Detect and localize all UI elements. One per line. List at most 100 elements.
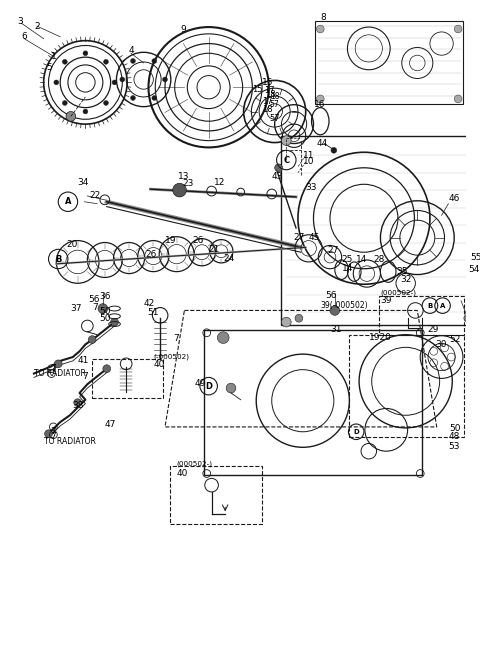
Text: 32: 32	[400, 275, 411, 284]
Circle shape	[173, 184, 186, 197]
Circle shape	[66, 111, 76, 121]
Text: 1: 1	[50, 51, 56, 61]
Circle shape	[226, 383, 236, 393]
Text: 3: 3	[17, 17, 23, 26]
Text: 7: 7	[92, 303, 98, 312]
Text: (000502-): (000502-)	[177, 460, 213, 467]
Text: 2: 2	[34, 21, 39, 31]
Text: 54: 54	[468, 265, 479, 274]
Text: 15: 15	[262, 78, 274, 87]
Text: C: C	[283, 156, 289, 165]
Text: 9: 9	[180, 25, 186, 33]
Text: B: B	[55, 255, 61, 264]
Text: 46: 46	[448, 195, 460, 203]
Text: 20: 20	[66, 240, 77, 249]
Text: (-000502): (-000502)	[153, 353, 189, 360]
Circle shape	[103, 365, 110, 372]
Text: 15: 15	[252, 85, 263, 94]
Text: 57: 57	[270, 114, 280, 123]
Bar	[315, 21, 463, 104]
Text: 44: 44	[316, 139, 328, 148]
Text: 57: 57	[270, 100, 279, 109]
Text: 33: 33	[306, 183, 317, 191]
Text: 53: 53	[448, 442, 460, 451]
Text: (000502-): (000502-)	[381, 290, 417, 296]
Text: 42: 42	[144, 299, 155, 308]
Text: 5: 5	[47, 63, 52, 72]
Bar	[349, 335, 464, 437]
Text: 38: 38	[72, 401, 84, 410]
Circle shape	[275, 164, 282, 172]
Text: 50: 50	[449, 424, 461, 434]
Text: 27: 27	[293, 233, 304, 242]
Circle shape	[54, 80, 59, 85]
Text: 28: 28	[373, 255, 385, 264]
Text: 7: 7	[83, 372, 88, 381]
Bar	[379, 296, 464, 335]
Circle shape	[120, 77, 125, 82]
Text: 26: 26	[192, 236, 204, 245]
Text: 19: 19	[165, 236, 177, 245]
Text: 49: 49	[194, 379, 205, 388]
Text: 14: 14	[342, 264, 353, 273]
Text: 50: 50	[99, 314, 110, 323]
Circle shape	[217, 332, 229, 344]
Circle shape	[110, 318, 119, 326]
Text: 18: 18	[262, 105, 273, 114]
Text: 24: 24	[223, 253, 234, 262]
Text: 29: 29	[427, 326, 438, 335]
Circle shape	[464, 314, 472, 322]
Circle shape	[131, 96, 135, 100]
Circle shape	[295, 314, 303, 322]
Text: 34: 34	[78, 178, 89, 187]
Circle shape	[281, 317, 291, 327]
Circle shape	[83, 51, 88, 56]
Circle shape	[112, 80, 117, 85]
Circle shape	[83, 109, 88, 114]
Text: A: A	[440, 303, 445, 309]
Text: 43: 43	[272, 172, 283, 181]
Text: 14: 14	[356, 255, 368, 264]
Text: 41: 41	[78, 357, 89, 365]
Text: 1920: 1920	[369, 333, 392, 342]
Circle shape	[471, 136, 480, 145]
Text: 21: 21	[209, 245, 220, 254]
Circle shape	[104, 59, 108, 64]
Text: 47: 47	[105, 419, 116, 428]
Text: TO RADIATOR: TO RADIATOR	[44, 437, 96, 446]
Circle shape	[152, 59, 157, 63]
Text: 40: 40	[177, 469, 188, 478]
Text: 26: 26	[145, 250, 157, 258]
Text: 16: 16	[313, 100, 325, 109]
Text: D: D	[353, 429, 359, 435]
Text: 52: 52	[449, 335, 461, 344]
Text: 17: 17	[262, 97, 273, 106]
Text: 12: 12	[214, 178, 225, 187]
Circle shape	[62, 100, 67, 105]
Circle shape	[330, 305, 340, 315]
Circle shape	[54, 360, 62, 368]
Text: 31: 31	[330, 326, 341, 335]
Text: 40: 40	[153, 360, 165, 369]
Text: 7: 7	[50, 364, 56, 373]
Circle shape	[331, 147, 337, 153]
Circle shape	[471, 317, 480, 327]
Text: 56: 56	[325, 292, 336, 300]
Text: 11: 11	[303, 150, 314, 159]
Text: 51: 51	[147, 308, 159, 317]
Text: 27: 27	[327, 246, 338, 255]
Text: 45: 45	[309, 233, 320, 242]
Text: 4: 4	[128, 46, 134, 55]
Circle shape	[104, 100, 108, 105]
Text: 39: 39	[381, 296, 392, 305]
Text: 7: 7	[173, 334, 179, 343]
Text: 25: 25	[342, 255, 353, 264]
Circle shape	[152, 96, 157, 100]
Text: 18: 18	[265, 90, 276, 98]
Text: 35: 35	[396, 267, 408, 276]
Circle shape	[74, 399, 82, 406]
Circle shape	[281, 136, 291, 145]
Text: 48: 48	[448, 432, 460, 441]
Circle shape	[454, 25, 462, 33]
Text: 56: 56	[88, 296, 100, 304]
